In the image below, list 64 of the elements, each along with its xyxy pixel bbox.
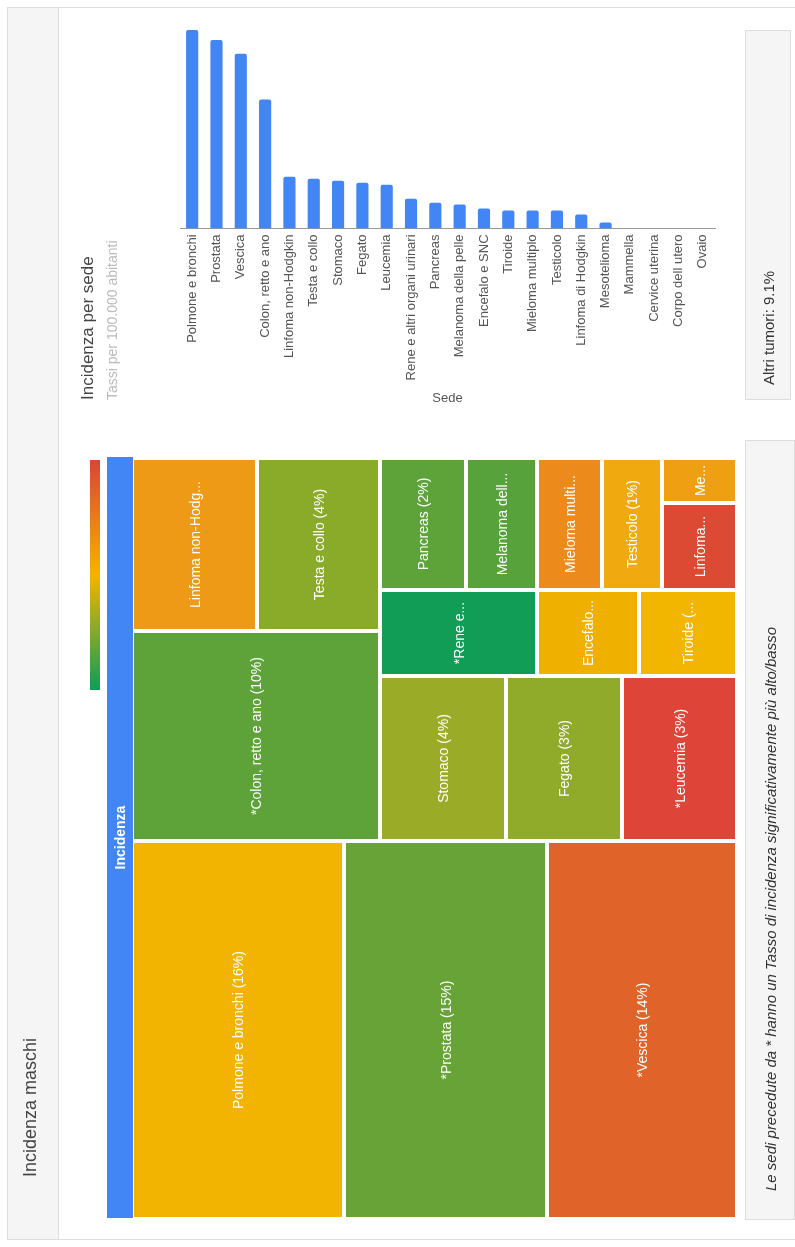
x-tick-label: Mesotelioma bbox=[597, 233, 613, 309]
category-label: Encefalo... bbox=[580, 599, 596, 667]
bar bbox=[307, 178, 320, 229]
x-tick-label: Tiroide bbox=[499, 234, 515, 274]
x-tick-label: Linfoma non-Hodgkin bbox=[281, 234, 297, 359]
bar bbox=[356, 182, 369, 229]
x-tick-label: Encefalo e SNC bbox=[475, 234, 491, 327]
x-tick-label: Linfoma di Hodgkin bbox=[572, 234, 588, 346]
bar bbox=[453, 204, 466, 229]
bar bbox=[380, 184, 393, 229]
category-label: Testicolo (1%) bbox=[624, 480, 640, 568]
category-label: Me... bbox=[691, 464, 708, 497]
x-tick-label: Fegato bbox=[353, 234, 369, 275]
bar bbox=[283, 176, 296, 229]
category-label: Stomaco (4%) bbox=[435, 714, 451, 803]
x-tick-label: Prostata bbox=[208, 233, 224, 283]
category-label: *Vescica (14%) bbox=[634, 982, 650, 1078]
category-label: Fegato (3%) bbox=[556, 719, 572, 798]
bar bbox=[404, 198, 418, 229]
category-label: Pancreas (2%) bbox=[415, 477, 431, 571]
category-label: *Prostata (15%) bbox=[437, 980, 454, 1080]
bar bbox=[477, 208, 491, 229]
x-tick-label: Mieloma multiplo bbox=[524, 234, 540, 332]
x-tick-label: Stomaco bbox=[329, 234, 345, 286]
x-tick-label: Corpo dell utero bbox=[670, 234, 686, 327]
x-tick-label: Testa e collo bbox=[305, 234, 321, 307]
bar bbox=[502, 210, 515, 229]
category-label: Tiroide (... bbox=[680, 601, 696, 665]
x-tick-label: Testicolo bbox=[548, 234, 564, 286]
bar bbox=[210, 39, 223, 229]
x-tick-label: Colon, retto e ano bbox=[256, 234, 272, 338]
bar bbox=[186, 30, 199, 229]
category-label: Melanoma dell... bbox=[493, 472, 510, 576]
category-label: *Rene e... bbox=[450, 601, 467, 665]
category-label: Linfoma non-Hodg... bbox=[186, 481, 203, 608]
bar bbox=[575, 214, 588, 229]
x-tick-label: Leucemia bbox=[378, 233, 394, 291]
x-tick-label: Melanoma della pelle bbox=[451, 234, 467, 358]
category-label: Mieloma multi... bbox=[561, 474, 578, 574]
text: Incidenza bbox=[107, 457, 133, 1218]
category-label: *Leucemia (3%) bbox=[671, 708, 688, 809]
x-tick-label: Ovaio bbox=[694, 234, 710, 269]
bar bbox=[526, 210, 539, 229]
text: Incidenza per sede bbox=[78, 256, 98, 400]
x-tick-label: Cervice uterina bbox=[645, 233, 661, 322]
category-label: *Colon, retto e ano (10%) bbox=[248, 657, 264, 815]
text: Le sedi precedute da * hanno un Tasso di incidenza significativamente più alto/basso bbox=[745, 440, 795, 1220]
text: Altri tumori: 9.1% bbox=[745, 30, 791, 400]
category-label: Polmone e bronchi (16%) bbox=[230, 951, 246, 1109]
bar bbox=[259, 99, 272, 229]
x-tick-label: Pancreas bbox=[426, 233, 442, 290]
bar bbox=[550, 210, 564, 229]
bar bbox=[429, 202, 442, 229]
x-tick-label: Polmone e bronchi bbox=[183, 234, 199, 343]
category-label: Linfoma... bbox=[691, 515, 708, 578]
x-axis-title: Sede bbox=[432, 389, 463, 405]
text: Incidenza maschi bbox=[20, 1037, 41, 1177]
text: Tassi per 100.000 abitanti bbox=[104, 240, 120, 400]
bar bbox=[234, 53, 247, 229]
category-label: Testa e collo (4%) bbox=[310, 488, 327, 601]
x-tick-label: Mammella bbox=[621, 233, 637, 295]
x-tick-label: Vescica bbox=[232, 233, 248, 280]
bar bbox=[331, 180, 345, 229]
x-tick-label: Rene e altri organi urinari bbox=[402, 234, 418, 381]
